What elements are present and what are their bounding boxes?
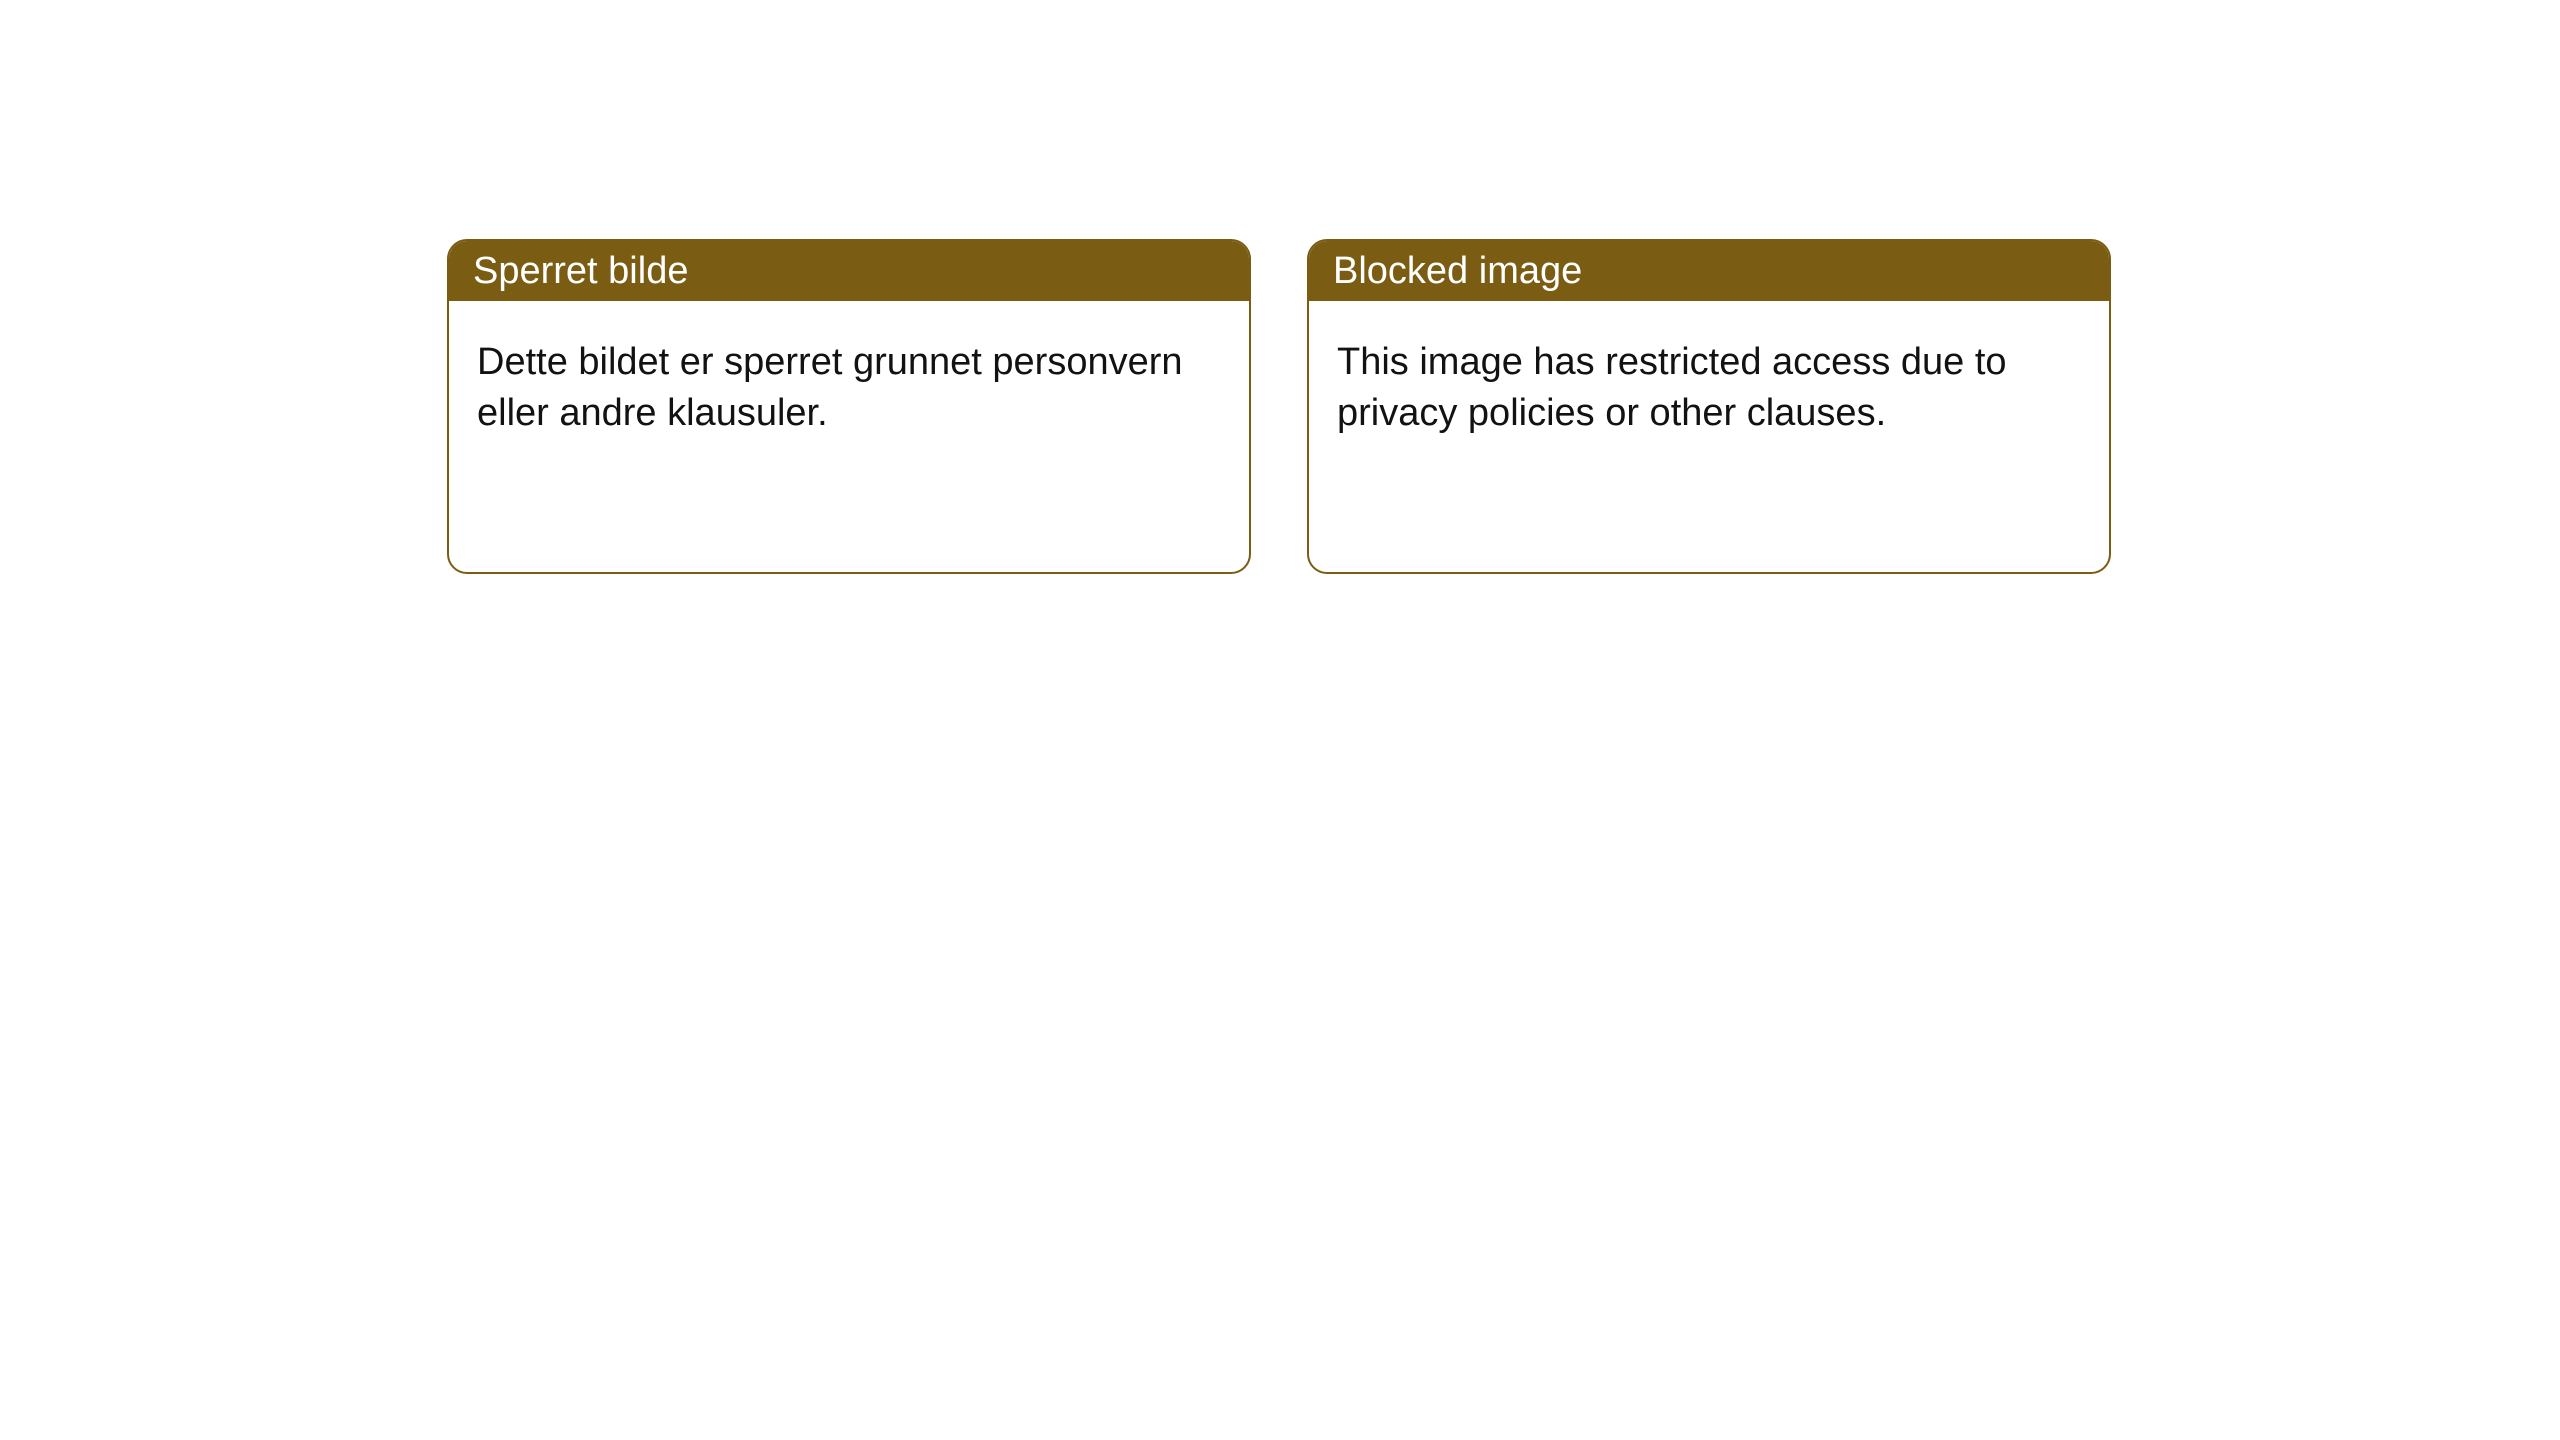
- card-body: Dette bildet er sperret grunnet personve…: [449, 301, 1249, 476]
- card-body-text: Dette bildet er sperret grunnet personve…: [477, 341, 1183, 434]
- card-title: Sperret bilde: [473, 250, 688, 293]
- notice-container: Sperret bilde Dette bildet er sperret gr…: [0, 0, 2560, 574]
- card-body: This image has restricted access due to …: [1309, 301, 2109, 476]
- card-header: Sperret bilde: [449, 241, 1249, 301]
- card-header: Blocked image: [1309, 241, 2109, 301]
- notice-card-english: Blocked image This image has restricted …: [1307, 239, 2111, 574]
- card-title: Blocked image: [1333, 250, 1582, 293]
- card-body-text: This image has restricted access due to …: [1337, 341, 2007, 434]
- notice-card-norwegian: Sperret bilde Dette bildet er sperret gr…: [447, 239, 1251, 574]
